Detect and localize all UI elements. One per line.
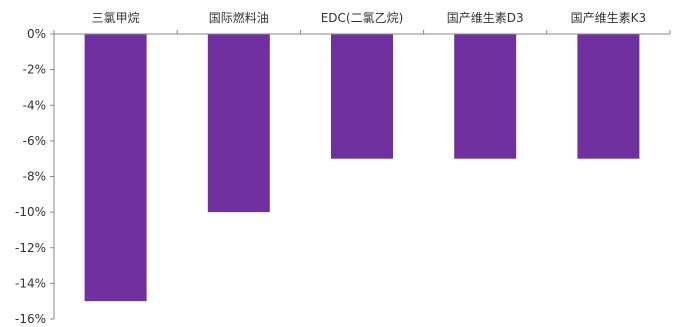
bar: [207, 34, 270, 213]
y-tick-label: -10%: [15, 205, 46, 219]
category-label: EDC(二氯乙烷): [321, 11, 404, 25]
y-tick-label: 0%: [27, 27, 46, 41]
y-tick-label: -16%: [15, 312, 46, 326]
y-tick-label: -6%: [23, 134, 46, 148]
y-tick-label: -2%: [23, 63, 46, 77]
bar: [331, 34, 393, 159]
category-labels: 三氯甲烷 国际燃料油 EDC(二氯乙烷) 国产维生素D3 国产维生素K3: [92, 10, 647, 25]
bar: [454, 34, 517, 159]
y-tick-label: -14%: [15, 276, 46, 290]
x-axis: [53, 30, 671, 35]
bar: [84, 34, 147, 302]
category-label: 国际燃料油: [209, 10, 269, 25]
category-label: 国产维生素K3: [571, 11, 647, 25]
bar: [577, 34, 640, 159]
y-tick-label: -8%: [23, 170, 46, 184]
y-axis: 0% -2% -4% -6% -8% -10% -12% -14% -16%: [15, 27, 55, 326]
category-label: 三氯甲烷: [92, 11, 140, 25]
y-tick-label: -12%: [15, 241, 46, 255]
bar-series: [84, 34, 640, 302]
y-tick-label: -4%: [23, 98, 46, 112]
category-label: 国产维生素D3: [447, 11, 524, 25]
